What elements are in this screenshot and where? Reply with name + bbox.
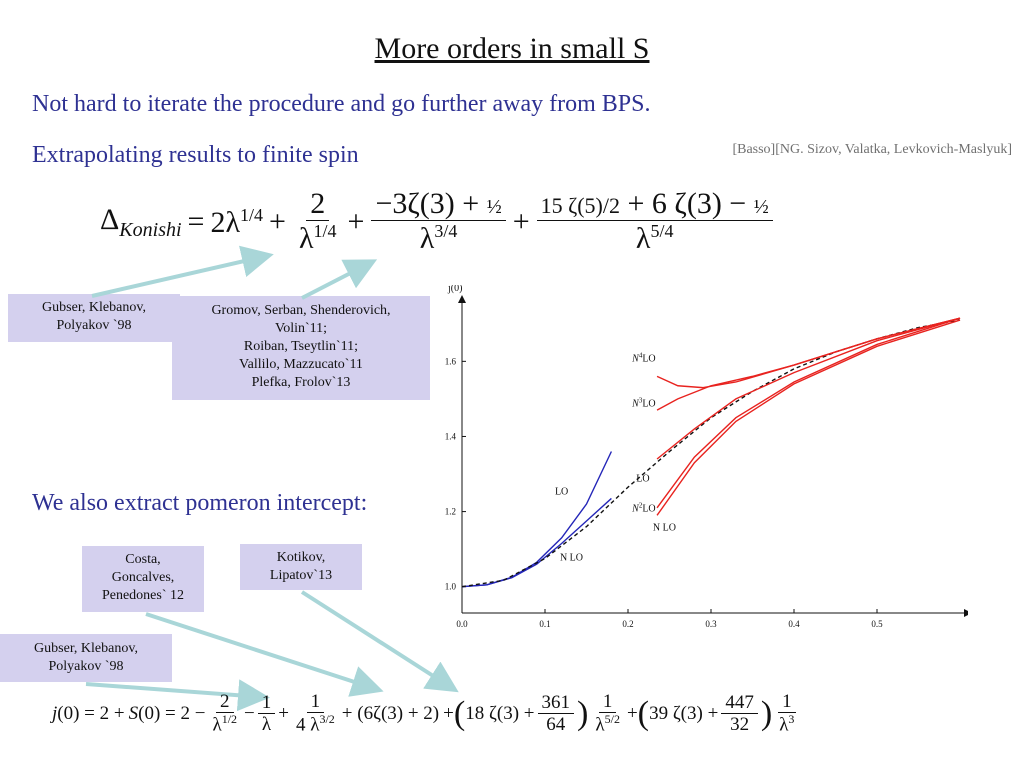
- box-line: Roiban, Tseytlin`11;: [243, 339, 359, 354]
- box-line: Gubser, Klebanov,: [42, 300, 146, 315]
- arrow-costa-to-j-term: [145, 612, 384, 697]
- text-line-iterate: Not hard to iterate the procedure and go…: [32, 91, 651, 117]
- citation-box-costa: Costa, Goncalves, Penedones` 12: [82, 546, 204, 612]
- curve-label: N4LO: [631, 351, 656, 364]
- citation-box-gkp-2: Gubser, Klebanov, Polyakov `98: [0, 634, 172, 682]
- x-tick-label: 0.2: [622, 619, 633, 629]
- y-axis-arrowhead: [458, 295, 466, 303]
- box-line: Vallilo, Mazzucato`11: [239, 357, 363, 372]
- curve-label: LO: [555, 487, 568, 498]
- curve-label: N2LO: [631, 502, 656, 515]
- series-line-n2lo: [656, 317, 961, 509]
- box-line: Polyakov `98: [48, 659, 124, 674]
- text-line-extrapolating: Extrapolating results to finite spin: [32, 142, 359, 168]
- y-tick-label: 1.0: [445, 582, 457, 592]
- curve-label: N LO: [560, 552, 583, 563]
- box-line: Lipatov`13: [269, 568, 333, 583]
- x-tick-label: 0.3: [705, 619, 717, 629]
- citation-box-kotikov: Kotikov, Lipatov`13: [240, 544, 362, 590]
- series-line-n-lo: [461, 497, 612, 588]
- box-line: Polyakov `98: [56, 318, 132, 333]
- series-line-exact: [461, 319, 961, 588]
- x-tick-label: 0.0: [456, 619, 468, 629]
- text-line-pomeron: We also extract pomeron intercept:: [32, 490, 368, 516]
- curve-label: N3LO: [631, 396, 656, 409]
- y-axis-label: j(0): [447, 285, 462, 294]
- x-tick-label: 0.1: [539, 619, 550, 629]
- y-tick-label: 1.4: [445, 431, 457, 441]
- curve-label: LO: [636, 474, 649, 485]
- arrow-gkp-to-term1: [91, 245, 274, 298]
- x-tick-label: 0.4: [788, 619, 800, 629]
- x-axis-arrowhead: [964, 609, 968, 617]
- box-line: Gubser, Klebanov,: [34, 641, 138, 656]
- citation: [Basso][NG. Sizov, Valatka, Levkovich-Ma…: [732, 142, 1012, 157]
- box-line: Penedones` 12: [101, 588, 185, 603]
- y-tick-label: 1.6: [445, 356, 457, 366]
- citation-box-gkp-1: Gubser, Klebanov, Polyakov `98: [8, 294, 180, 342]
- box-line: Kotikov,: [276, 550, 326, 565]
- konishi-formula: ΔKonishi = 2λ1/4 + 2 λ1/4 + −3ζ(3) + ½ λ3/…: [100, 188, 776, 256]
- citation-box-gromov: Gromov, Serban, Shenderovich, Volin`11; …: [172, 296, 430, 400]
- box-line: Costa,: [125, 552, 161, 567]
- box-line: Volin`11;: [274, 321, 328, 336]
- series-line-n4lo: [656, 317, 961, 389]
- box-line: Goncalves,: [111, 570, 175, 585]
- series-line-lo: [656, 317, 961, 460]
- box-line: Plefka, Frolov`13: [251, 375, 351, 390]
- series-line-n-lo: [656, 319, 961, 516]
- y-tick-label: 1.2: [445, 507, 456, 517]
- arrow-gromov-to-term2: [301, 259, 378, 300]
- curve-label: N LO: [653, 522, 676, 533]
- x-tick-label: 0.5: [871, 619, 883, 629]
- slide-title: More orders in small S: [374, 32, 650, 65]
- pomeron-chart: gj(0)0.00.10.20.30.40.51.01.21.41.6N4LON…: [445, 285, 968, 629]
- box-line: Gromov, Serban, Shenderovich,: [211, 303, 391, 318]
